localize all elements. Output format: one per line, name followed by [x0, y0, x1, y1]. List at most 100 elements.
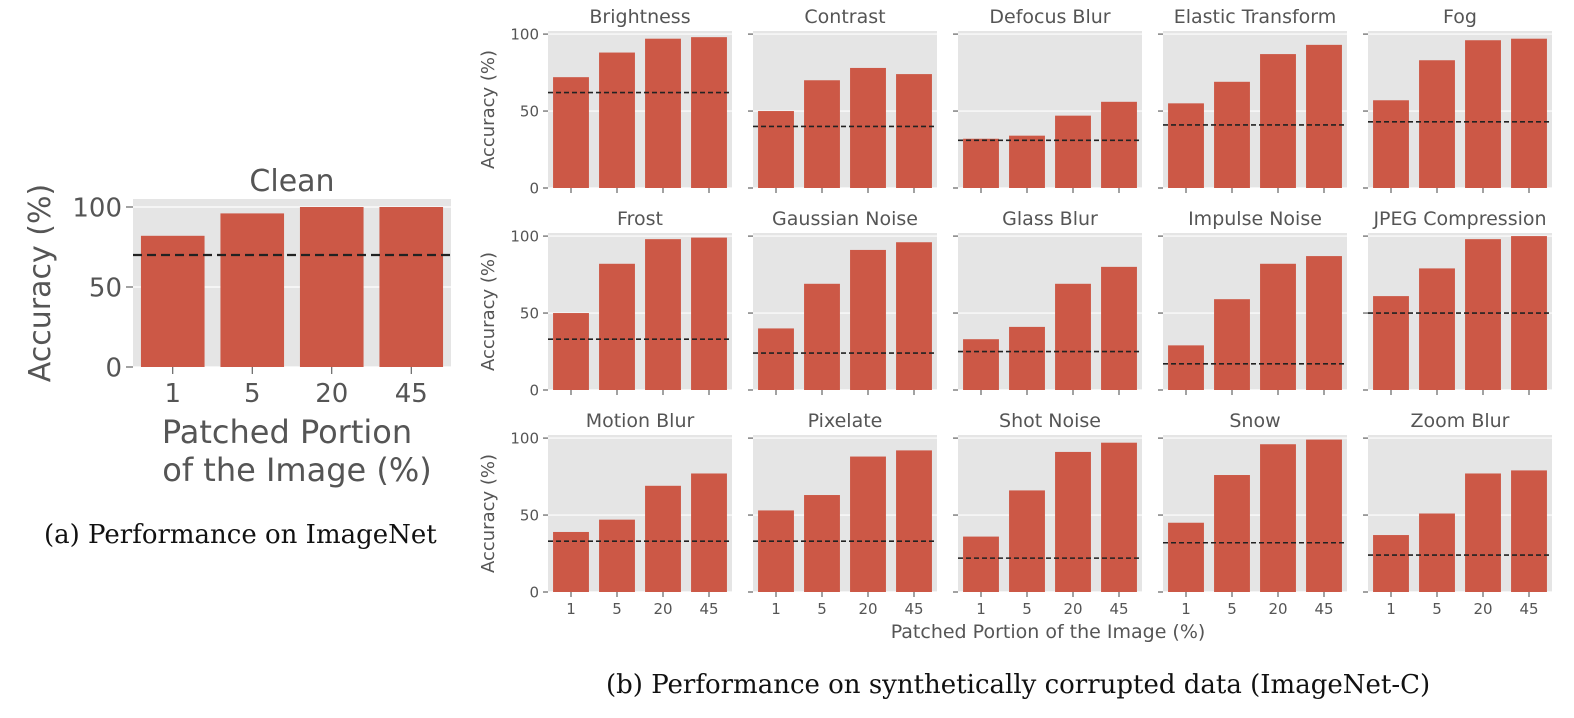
panel-title: Motion Blur — [586, 410, 695, 432]
x-tick-label: 5 — [1432, 600, 1442, 618]
bar — [1055, 115, 1091, 188]
bar — [645, 239, 681, 390]
x-tick-label: 45 — [1109, 600, 1128, 618]
bar — [599, 52, 635, 189]
bar — [1373, 100, 1409, 188]
y-tick-label: 100 — [510, 25, 539, 43]
bar — [1373, 535, 1409, 592]
panel-title: JPEG Compression — [1372, 208, 1546, 230]
x-tick-label: 1 — [976, 600, 986, 618]
facet-pixelate — [748, 435, 937, 597]
bar — [1009, 135, 1045, 188]
bar — [1101, 101, 1137, 188]
y-tick-label: 50 — [520, 102, 539, 120]
bar — [1214, 299, 1250, 390]
bar — [1055, 451, 1091, 592]
bar — [599, 519, 635, 592]
x-tick-label: 5 — [1227, 600, 1237, 618]
panel-title: Frost — [617, 208, 663, 230]
bar — [1009, 326, 1045, 390]
x-tick-label: 45 — [1519, 600, 1538, 618]
x-tick-label: 1 — [566, 600, 576, 618]
y-tick-label: 50 — [520, 506, 539, 524]
bar — [896, 450, 932, 592]
bar — [896, 74, 932, 188]
bar — [850, 67, 886, 188]
facet-fog — [1363, 31, 1552, 193]
y-tick-label: 50 — [89, 273, 122, 303]
facet-contrast — [748, 31, 937, 193]
x-tick-label: 5 — [244, 379, 261, 409]
bar — [1306, 256, 1342, 390]
bar — [1465, 239, 1501, 390]
bar — [379, 207, 444, 367]
panel-title: Elastic Transform — [1174, 6, 1337, 28]
bar — [599, 263, 635, 390]
panel-title: Snow — [1229, 410, 1280, 432]
facet-snow — [1158, 435, 1347, 597]
bar — [804, 80, 840, 188]
y-axis-label: Accuracy (%) — [478, 252, 499, 371]
x-tick-label: 1 — [1386, 600, 1396, 618]
y-tick-label: 0 — [529, 381, 539, 399]
facet-zoom-blur — [1363, 435, 1552, 597]
panel-title: Pixelate — [808, 410, 883, 432]
bar — [1009, 490, 1045, 592]
bar — [553, 313, 589, 390]
y-tick-label: 0 — [529, 583, 539, 601]
bar — [1306, 44, 1342, 189]
x-tick-label: 5 — [1022, 600, 1032, 618]
bar — [850, 249, 886, 390]
facet-clean — [126, 199, 451, 374]
x-tick-label: 20 — [858, 600, 877, 618]
bar — [896, 242, 932, 390]
x-tick-label: 45 — [904, 600, 923, 618]
y-tick-label: 50 — [520, 304, 539, 322]
bar — [1511, 38, 1547, 189]
bar — [1214, 81, 1250, 188]
facet-shot-noise — [953, 435, 1142, 597]
x-tick-label: 45 — [1314, 600, 1333, 618]
y-tick-label: 100 — [510, 429, 539, 447]
facet-brightness — [543, 31, 732, 193]
x-tick-label: 20 — [1268, 600, 1287, 618]
x-axis-label: Patched Portion of the Image (%) — [162, 413, 432, 489]
bar — [1168, 522, 1204, 592]
y-tick-label: 0 — [105, 353, 122, 383]
x-tick-label: 1 — [771, 600, 781, 618]
bar — [553, 77, 589, 188]
facet-frost — [543, 233, 732, 395]
x-tick-label: 20 — [1063, 600, 1082, 618]
panel-title: Zoom Blur — [1411, 410, 1510, 432]
bar — [299, 207, 364, 367]
facet-gaussian-noise — [748, 233, 937, 395]
x-tick-label: 5 — [612, 600, 622, 618]
facet-motion-blur — [543, 435, 732, 597]
bar — [1465, 40, 1501, 189]
bar — [804, 495, 840, 592]
panel-title: Defocus Blur — [989, 6, 1110, 28]
bar — [1055, 283, 1091, 390]
facet-defocus-blur — [953, 31, 1142, 193]
panel-title: Fog — [1443, 6, 1477, 28]
bar — [1419, 60, 1455, 188]
x-axis-label: Patched Portion of the Image (%) — [891, 621, 1206, 643]
bar — [850, 456, 886, 592]
bar — [1168, 345, 1204, 390]
caption-a: (a) Performance on ImageNet — [44, 520, 437, 550]
bar — [758, 328, 794, 390]
bar — [758, 111, 794, 188]
bar — [1511, 470, 1547, 592]
bar — [140, 235, 205, 367]
bar — [691, 237, 727, 390]
x-tick-label: 45 — [395, 379, 428, 409]
facet-elastic-transform — [1158, 31, 1347, 193]
y-tick-label: 0 — [529, 179, 539, 197]
bar — [1260, 263, 1296, 390]
y-axis-label: Accuracy (%) — [23, 184, 58, 382]
panel-title: Glass Blur — [1002, 208, 1098, 230]
x-tick-label: 1 — [1181, 600, 1191, 618]
facet-impulse-noise — [1158, 233, 1347, 395]
bar — [1101, 266, 1137, 390]
